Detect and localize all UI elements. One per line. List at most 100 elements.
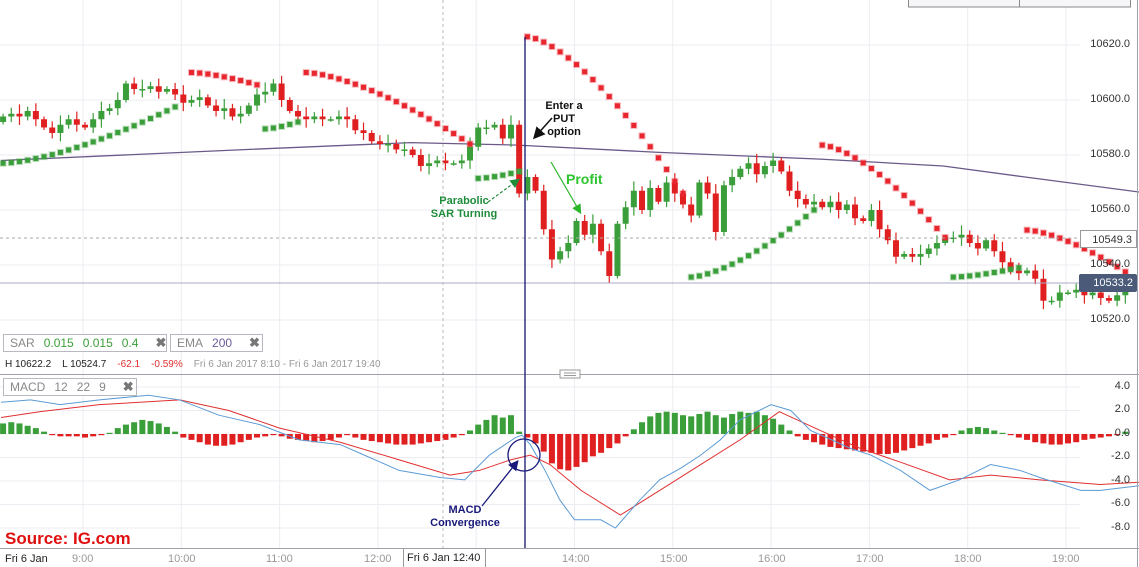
sar-dot — [433, 120, 441, 128]
close-icon[interactable]: ✖ — [122, 379, 134, 394]
sar-label: SAR — [10, 336, 35, 350]
candle-up — [565, 243, 572, 252]
candle-down — [229, 108, 236, 117]
candle-down — [82, 124, 88, 128]
sar-dot — [687, 273, 695, 281]
sar-dot — [564, 54, 572, 62]
candle-down — [1040, 278, 1047, 301]
macd-histogram-bar — [622, 434, 629, 437]
macd-histogram-bar — [311, 434, 318, 443]
sar-dot — [704, 270, 712, 278]
candle-up — [385, 144, 392, 146]
candle-up — [426, 163, 433, 166]
macd-histogram-bar — [786, 430, 793, 434]
sar-dot — [73, 143, 81, 151]
profit-arrow — [550, 161, 582, 215]
macd-histogram-bar — [82, 434, 88, 438]
macd-histogram-bar — [999, 432, 1006, 434]
candle-down — [1097, 292, 1104, 298]
macd-histogram-bar — [303, 434, 310, 442]
candle-up — [122, 83, 129, 100]
ema-legend[interactable]: EMA 200 ✖ — [170, 334, 263, 352]
sar-dot — [335, 75, 343, 83]
candle-up — [573, 221, 580, 243]
sar-dot — [712, 267, 720, 275]
macd-tick: -6.0 — [1111, 497, 1130, 509]
price-tick: 10560.0 — [1090, 203, 1130, 215]
macd-histogram-bar — [614, 434, 621, 444]
sar-step: 0.015 — [43, 336, 74, 350]
sar-dot — [949, 273, 957, 281]
sar-dot — [1039, 229, 1047, 237]
candle-up — [557, 251, 564, 260]
candle-down — [778, 160, 785, 172]
candle-down — [278, 83, 285, 100]
sar-dot — [15, 158, 23, 166]
macd-histogram-bar — [507, 415, 514, 434]
macd-legend[interactable]: MACD 12 22 9 ✖ — [3, 378, 137, 396]
candle-up — [1089, 292, 1096, 296]
macd-histogram-bar — [974, 426, 981, 434]
sar-dot — [1089, 249, 1097, 257]
macd-histogram-bar — [458, 434, 465, 436]
macd-histogram-bar — [704, 411, 711, 434]
macd-tick: -2.0 — [1111, 450, 1130, 462]
candle-down — [835, 201, 842, 210]
ema-200-line — [1, 141, 1139, 193]
macd-histogram-bar — [24, 425, 31, 434]
sar-legend[interactable]: SAR 0.015 0.015 0.4 ✖ — [3, 334, 167, 352]
date-range: Fri 6 Jan 2017 8:10 - Fri 6 Jan 2017 19:… — [193, 359, 381, 370]
source-watermark: Source: IG.com — [5, 529, 131, 548]
candle-up — [327, 119, 334, 121]
sar-dot — [106, 132, 114, 140]
sar-dot — [114, 129, 122, 137]
macd-tick: -4.0 — [1111, 474, 1130, 486]
macd-histogram-bar — [245, 434, 252, 440]
sar-dot — [491, 173, 499, 181]
sar-dot — [351, 80, 359, 88]
sar-dot — [302, 69, 310, 76]
candle-up — [1114, 295, 1121, 301]
sar-dot — [204, 70, 212, 78]
macd-histogram-bar — [630, 429, 637, 434]
sar-dot — [228, 75, 236, 83]
sar-dot — [7, 159, 15, 167]
sar-dot — [622, 111, 630, 119]
macd-layer — [0, 394, 1139, 529]
sar-dot — [32, 155, 40, 163]
candle-up — [647, 188, 654, 210]
candle-up — [614, 223, 621, 276]
ema-label: EMA — [177, 336, 204, 350]
time-tick: 12:00 — [364, 553, 392, 565]
close-icon[interactable]: ✖ — [155, 335, 167, 350]
sar-dot — [499, 171, 507, 179]
sar-dot — [155, 111, 163, 119]
macd-histogram-bar — [270, 434, 277, 436]
macd-label: MACD — [10, 380, 46, 394]
sar-dot — [638, 132, 646, 140]
close-icon[interactable]: ✖ — [249, 335, 260, 350]
candle-up — [1048, 300, 1055, 303]
macd-histogram-bar — [1065, 434, 1071, 444]
sar-dot — [441, 125, 449, 133]
sar-dot — [1105, 258, 1113, 266]
sar-dot — [400, 102, 408, 110]
sar-dot — [785, 225, 793, 233]
sar-dot — [998, 267, 1006, 275]
sar-dot — [474, 174, 482, 182]
sar-dot — [220, 73, 228, 81]
macd-histogram-bar — [1122, 431, 1129, 434]
sar-dot — [384, 94, 392, 102]
candle-up — [770, 160, 777, 166]
macd-histogram-bar — [90, 434, 97, 437]
macd-tick: 2.0 — [1114, 403, 1130, 415]
macd-histogram-bar — [237, 434, 244, 443]
candle-up — [8, 113, 15, 117]
candle-down — [1015, 270, 1022, 274]
panel-resize-handle[interactable] — [559, 369, 581, 379]
candle-down — [368, 133, 375, 142]
candle-up — [745, 163, 752, 169]
macd-histogram-bar — [122, 424, 129, 434]
candle-up — [24, 111, 31, 117]
